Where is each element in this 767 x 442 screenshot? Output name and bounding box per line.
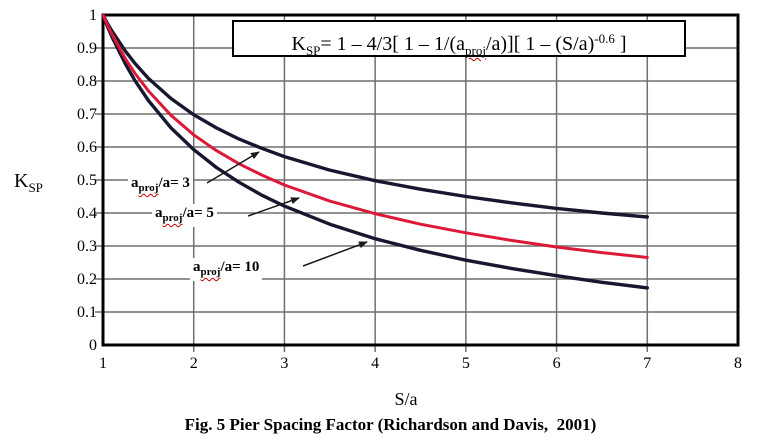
x-tick-4: 4 (371, 355, 380, 372)
plot-border (101, 13, 740, 347)
curve-label-value: /a= 10 (220, 259, 260, 275)
formula-k-sub: SP (305, 43, 321, 58)
y-axis-title-main: K (14, 170, 29, 192)
curve-aproj-5 (101, 13, 649, 259)
curve-label-proj-sub: proj (162, 212, 183, 224)
y-tick-1: 1 (89, 7, 97, 24)
x-tick-5: 5 (461, 355, 470, 372)
y-tick-0: 0 (89, 337, 97, 354)
curve-label-value: /a= 3 (158, 175, 190, 191)
arrow-aproj-3 (206, 151, 260, 184)
curve-label-aproj-10: aproj/a= 10 (190, 258, 263, 281)
x-tick-6: 6 (552, 355, 561, 372)
curve-label-aproj-3: aproj/a= 3 (128, 174, 193, 197)
y-tick-0.1: 0.1 (77, 304, 97, 321)
y-tick-0.3: 0.3 (77, 238, 97, 255)
curve-label-value: /a= 5 (182, 205, 214, 221)
curve-aproj-10 (101, 13, 649, 290)
formula-k: K (291, 33, 306, 55)
y-tick-0.2: 0.2 (77, 271, 97, 288)
y-tick-0.9: 0.9 (77, 40, 97, 57)
x-tick-8: 8 (734, 355, 742, 372)
curve-label-proj-sub: proj (138, 182, 159, 194)
arrow-aproj-10 (302, 241, 368, 267)
curve-label-prefix: a (155, 205, 163, 221)
y-tick-0.7: 0.7 (77, 106, 97, 123)
y-axis-title-sub: SP (28, 180, 43, 195)
formula-mid: /a)][ 1 – (S/a) (485, 33, 595, 55)
x-axis-title: S/a (394, 389, 418, 409)
curve-label-prefix: a (193, 259, 201, 275)
x-tick-3: 3 (280, 355, 289, 372)
y-tick-0.4: 0.4 (77, 205, 97, 222)
x-tick-1: 1 (99, 355, 107, 372)
y-tick-0.5: 0.5 (77, 172, 97, 189)
formula-proj-sub: proj (465, 43, 486, 58)
x-tick-2: 2 (189, 355, 198, 372)
y-axis-title: KSP (14, 170, 43, 196)
x-tick-7: 7 (643, 355, 652, 372)
y-tick-0.8: 0.8 (77, 73, 97, 90)
curve-label-proj-sub: proj (200, 266, 221, 278)
curve-label-aproj-5: aproj/a= 5 (152, 204, 217, 227)
curve-aproj-3 (101, 13, 649, 219)
figure-caption: Fig. 5 Pier Spacing Factor (Richardson a… (184, 415, 597, 434)
formula-eq: = 1 – 4/3[ 1 – 1/(a (320, 33, 465, 55)
formula-exponent: -0.6 (594, 31, 615, 46)
y-tick-0.6: 0.6 (77, 139, 97, 156)
curve-label-prefix: a (131, 175, 139, 191)
annotation-arrows (206, 151, 368, 267)
formula-end: ] (614, 33, 627, 55)
formula-box: KSP= 1 – 4/3[ 1 – 1/(aproj/a)][ 1 – (S/a… (232, 20, 686, 58)
arrow-aproj-5 (247, 197, 300, 217)
